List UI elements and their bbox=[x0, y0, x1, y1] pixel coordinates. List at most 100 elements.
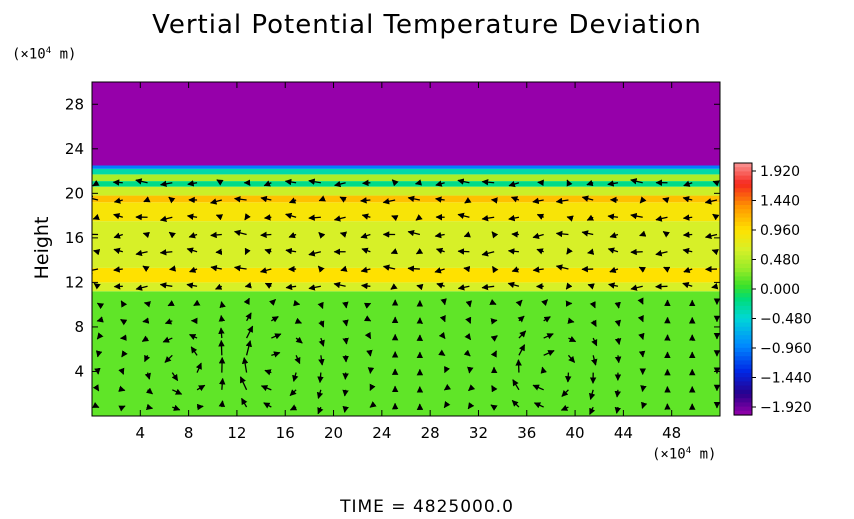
vector-arrow bbox=[162, 336, 173, 343]
colorbar-tick-label: 0.000 bbox=[760, 282, 800, 298]
vector-arrow bbox=[434, 267, 445, 274]
colorbar-segment bbox=[734, 381, 752, 387]
vector-arrow bbox=[489, 298, 497, 305]
colorbar-segment bbox=[734, 259, 752, 265]
vector-arrow bbox=[536, 213, 545, 220]
vector-arrow bbox=[682, 231, 693, 238]
colorbar-segment bbox=[734, 276, 752, 282]
vector-arrow bbox=[210, 231, 222, 239]
vector-arrow bbox=[339, 196, 347, 203]
vector-arrow bbox=[271, 351, 281, 358]
vector-arrow bbox=[342, 337, 349, 345]
colorbar-segment bbox=[734, 385, 752, 391]
x-axis-unit: (×104 m) bbox=[652, 446, 717, 463]
colorbar-segment bbox=[734, 255, 752, 261]
vector-arrow bbox=[113, 266, 123, 273]
y-tick-label: 20 bbox=[65, 184, 84, 202]
vector-arrow bbox=[143, 196, 151, 203]
vector-arrow bbox=[712, 213, 720, 221]
colorbar-segment bbox=[734, 373, 752, 378]
vector-field bbox=[92, 178, 720, 415]
colorbar-segment bbox=[734, 251, 752, 256]
colorbar-segment bbox=[734, 280, 752, 286]
vector-arrow bbox=[159, 215, 173, 222]
vector-arrow bbox=[682, 214, 693, 221]
y-tick-label: 12 bbox=[65, 273, 84, 291]
plot-frame bbox=[91, 81, 721, 417]
vector-arrow bbox=[518, 344, 526, 356]
vector-arrow bbox=[481, 178, 495, 186]
colorbar-tick-label: 1.440 bbox=[760, 194, 800, 210]
colorbar-segment bbox=[734, 221, 752, 227]
heatmap-layer bbox=[92, 221, 720, 268]
vector-arrow bbox=[142, 231, 150, 239]
vector-arrow bbox=[512, 379, 520, 391]
x-tick-label: 44 bbox=[614, 424, 633, 442]
vector-arrow bbox=[491, 265, 499, 274]
vector-arrow bbox=[215, 214, 224, 221]
vector-arrow bbox=[186, 282, 198, 289]
x-tick-label: 32 bbox=[469, 424, 488, 442]
vector-arrow bbox=[215, 248, 223, 256]
vector-arrow bbox=[532, 197, 544, 205]
y-tick-label: 8 bbox=[74, 318, 84, 336]
heatmap-layer bbox=[92, 174, 720, 182]
vector-arrow bbox=[92, 180, 100, 187]
colorbar-tick-label: −1.440 bbox=[760, 371, 812, 387]
heatmap-layer bbox=[92, 291, 720, 416]
vector-arrow bbox=[218, 377, 226, 390]
x-tick-label: 48 bbox=[662, 424, 681, 442]
colorbar-segment bbox=[734, 394, 752, 399]
vector-arrow bbox=[382, 198, 396, 205]
vector-arrow bbox=[407, 195, 421, 203]
vector-arrow bbox=[465, 300, 473, 308]
vector-arrow bbox=[630, 284, 643, 291]
vector-arrow bbox=[342, 405, 349, 413]
vector-arrow bbox=[435, 196, 445, 203]
vector-arrow bbox=[435, 247, 445, 255]
vector-arrow bbox=[195, 362, 202, 373]
vector-arrow bbox=[210, 264, 222, 272]
vector-arrow bbox=[113, 247, 123, 255]
vector-arrow bbox=[481, 283, 495, 291]
vector-arrow bbox=[630, 212, 643, 220]
plot-area bbox=[92, 82, 720, 416]
vector-arrow bbox=[188, 232, 198, 239]
vector-arrow bbox=[285, 212, 297, 220]
colorbar-segment bbox=[734, 305, 752, 311]
heatmap-layer bbox=[92, 195, 720, 203]
x-tick-label: 12 bbox=[227, 424, 246, 442]
vector-arrow bbox=[361, 282, 371, 290]
vector-arrow bbox=[339, 231, 348, 238]
vector-arrow bbox=[517, 315, 525, 323]
vector-arrow bbox=[164, 318, 173, 325]
vector-arrow bbox=[511, 266, 520, 273]
vector-arrow bbox=[481, 250, 495, 257]
colorbar-segment bbox=[734, 352, 752, 357]
vector-arrow bbox=[561, 389, 569, 397]
vector-arrow bbox=[532, 384, 544, 391]
vector-arrow bbox=[614, 319, 622, 327]
vector-arrow bbox=[120, 318, 128, 326]
vector-arrow bbox=[342, 319, 349, 327]
vector-arrow bbox=[218, 314, 226, 322]
colorbar-segment bbox=[734, 263, 752, 269]
vector-arrow bbox=[318, 231, 326, 239]
heatmap-layer bbox=[92, 165, 720, 169]
vector-arrow bbox=[285, 247, 297, 255]
vector-arrow bbox=[589, 406, 596, 415]
vector-arrow bbox=[407, 265, 420, 272]
colorbar-segment bbox=[734, 326, 752, 332]
vector-arrow bbox=[591, 355, 598, 366]
vector-arrow bbox=[239, 376, 248, 391]
y-axis-label: Height bbox=[31, 217, 53, 280]
vector-arrow bbox=[118, 405, 126, 412]
colorbar-segment bbox=[734, 234, 752, 240]
vector-arrow bbox=[196, 384, 206, 392]
vector-arrow bbox=[390, 248, 398, 255]
vector-arrow bbox=[614, 337, 622, 346]
vector-arrow bbox=[481, 214, 495, 222]
vector-arrow bbox=[662, 231, 670, 238]
vector-arrow bbox=[414, 179, 423, 186]
colorbar-segment bbox=[734, 331, 752, 336]
